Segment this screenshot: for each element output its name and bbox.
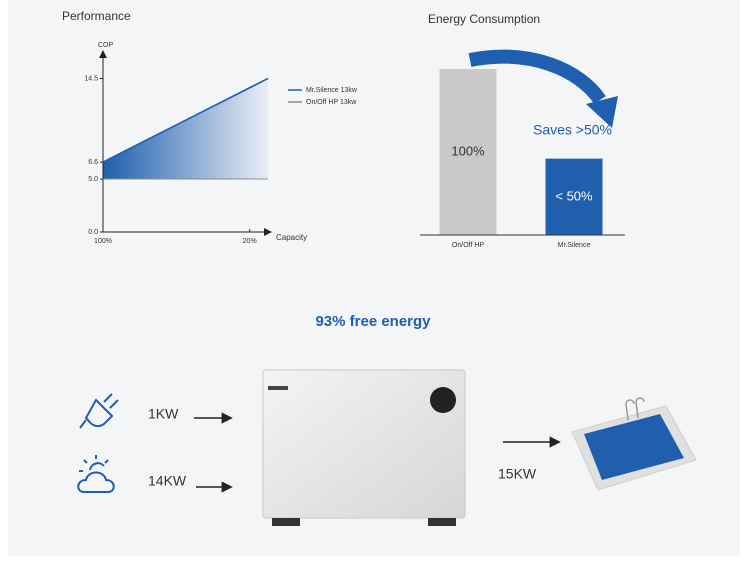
area (103, 78, 268, 180)
plug-icon (79, 393, 119, 429)
energy-diagram: 93% free energy 1KW 14KW 15KW (77, 313, 697, 526)
pool-ladder (625, 397, 645, 421)
y-tick-label: 5.0 (88, 176, 98, 183)
x-tick-label: 20% (243, 238, 257, 245)
x-tick-label: On/Off HP (452, 242, 484, 249)
y-tick-label: 6.6 (88, 159, 98, 166)
sun-cloud-icon (77, 455, 115, 493)
y-axis-label: COP (98, 42, 114, 49)
value-label: < 50% (555, 188, 593, 203)
legend-label: On/Off HP 13kw (306, 99, 357, 106)
value-label: 100% (451, 143, 485, 158)
x-tick-label: 100% (94, 238, 112, 245)
bar (545, 158, 603, 235)
chart-title: Energy Consumption (428, 12, 540, 26)
x-axis-label: Capacity (276, 233, 307, 242)
chart-title: Performance (62, 9, 131, 23)
annotation: Saves >50% (533, 122, 612, 138)
input-label: 1KW (148, 406, 179, 422)
y-tick-label: 14.5 (84, 75, 98, 82)
headline: 93% free energy (315, 313, 431, 330)
legend-label: Mr.Silence 13kw (306, 87, 358, 94)
output-label: 15KW (498, 466, 537, 482)
x-tick-label: Mr.Silence (558, 242, 591, 249)
performance-chart: Performance COP Capacity 0.0 5.0 6.6 14.5 10… (62, 9, 358, 245)
y-tick-label: 0.0 (88, 229, 98, 236)
bar (439, 69, 497, 235)
heat-pump-foot (428, 518, 456, 526)
energy-chart: Energy Consumption Saves >50% 100% On/Off… (420, 12, 625, 249)
heat-pump (262, 369, 466, 519)
pool-water (584, 414, 684, 480)
saves-arrow (468, 49, 606, 105)
series-line (102, 77, 269, 163)
brand-logo (268, 386, 288, 390)
display (430, 387, 456, 413)
saves-arrow-head (586, 96, 618, 128)
heat-pump-foot (272, 518, 300, 526)
input-label: 14KW (148, 473, 187, 489)
